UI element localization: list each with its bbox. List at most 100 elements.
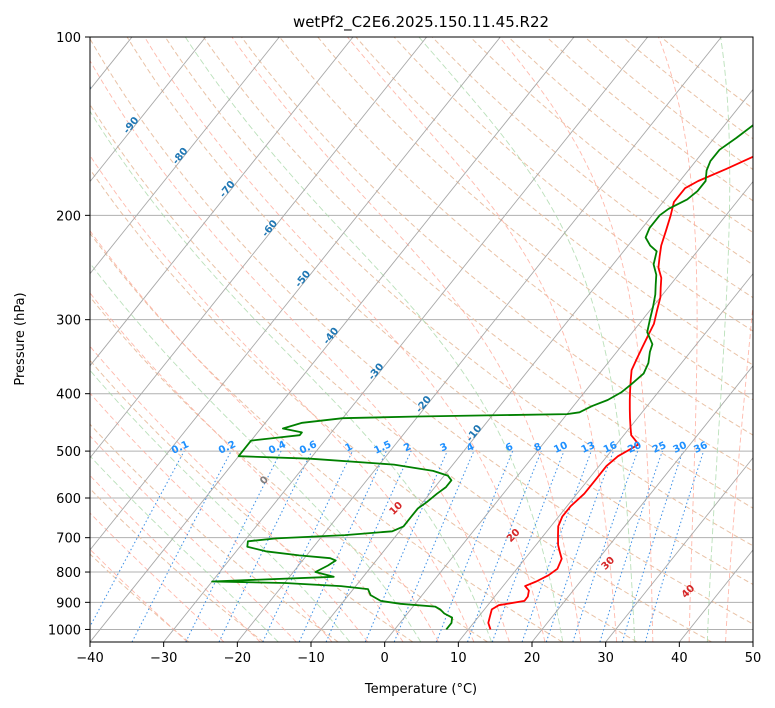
x-tick-label: −10	[297, 651, 324, 666]
dry-adiabat-line	[90, 423, 339, 642]
x-tick-label: −20	[224, 651, 251, 666]
dry-adiabat-line	[90, 296, 488, 642]
moist-adiabat-line	[184, 37, 564, 642]
dry-adiabat-line	[90, 359, 414, 642]
dry-adiabat-line	[622, 37, 753, 140]
moist-adiabat-line	[90, 110, 493, 642]
dry-adiabat-line	[584, 37, 753, 171]
dry-adiabat-line	[317, 37, 753, 401]
x-tick-label: 30	[597, 651, 614, 666]
dry-adiabat-line	[164, 37, 753, 547]
isotherm-line	[531, 365, 753, 642]
y-tick-label: 300	[56, 314, 81, 329]
isotherm-line	[236, 37, 722, 642]
y-tick-label: 900	[56, 596, 81, 611]
isotherm-line	[163, 37, 649, 642]
moist-adiabat-line	[90, 369, 351, 642]
isotherm-line	[90, 37, 428, 459]
dry-adiabat-line	[90, 168, 638, 642]
moist-adiabat-line	[90, 292, 404, 642]
x-tick-label: −30	[150, 651, 177, 666]
dry-adiabat-line	[90, 103, 712, 642]
dry-adiabat-line	[279, 37, 753, 436]
moist-adiabat-line	[90, 474, 261, 642]
mixing-ratio-line	[90, 450, 185, 628]
x-axis-label: Temperature (°C)	[364, 682, 477, 697]
mixing-ratio-label: 30	[671, 440, 688, 456]
moist-adiabat-line	[725, 300, 753, 642]
isotherm-line	[384, 180, 753, 642]
moist-adiabat-line	[90, 59, 510, 642]
isotherm-line	[310, 88, 753, 642]
mixing-ratio-label: 6	[504, 441, 515, 454]
y-tick-label: 400	[56, 388, 81, 403]
mixing-ratio-line	[325, 450, 412, 642]
y-tick-label: 1000	[48, 623, 81, 638]
moist-adiabat-line	[418, 37, 636, 642]
moist-adiabat-line	[706, 37, 731, 642]
moist-adiabat-line	[90, 154, 475, 642]
moist-adiabat-line	[658, 37, 698, 642]
mixing-ratio-label: 2	[402, 441, 413, 454]
dry-adiabat-line	[393, 37, 753, 332]
mixing-ratio-label: 20	[626, 440, 643, 456]
mixing-ratio-label: 13	[580, 440, 597, 456]
plot-frame	[89, 36, 754, 643]
chart-title: wetPf2_C2E6.2025.150.11.45.R22	[293, 13, 549, 32]
moist-adiabat-line	[231, 37, 582, 642]
x-tick-label: 50	[745, 651, 762, 666]
isotherm-line	[605, 457, 753, 642]
mixing-ratio-line	[521, 450, 592, 642]
isotherm-line	[90, 37, 501, 551]
y-tick-label: 700	[56, 532, 81, 547]
mixing-ratio-line	[572, 450, 639, 642]
dry-adiabat-line	[202, 37, 753, 509]
moist-adiabat-line	[499, 37, 654, 642]
y-tick-label: 500	[56, 445, 81, 460]
mixing-ratio-label: 8	[533, 441, 544, 454]
moist-adiabat-line	[144, 37, 546, 642]
dry-adiabat-line	[469, 37, 753, 266]
x-tick-label: 20	[524, 651, 541, 666]
x-tick-label: 40	[671, 651, 688, 666]
y-tick-label: 800	[56, 566, 81, 581]
mixing-ratio-line	[621, 450, 684, 642]
mixing-ratio-line	[599, 450, 663, 642]
mixing-ratio-label: 36	[692, 440, 709, 456]
mixing-ratio-label: 3	[438, 441, 449, 454]
mixing-ratio-line	[262, 450, 353, 642]
x-tick-label: 0	[381, 651, 389, 666]
isotherm-line	[90, 37, 207, 183]
mixing-ratio-line	[393, 450, 475, 642]
isotherm-line	[457, 272, 753, 642]
x-tick-label: −40	[76, 651, 103, 666]
isotherm-line	[90, 37, 280, 275]
dry-adiabat-line	[90, 487, 264, 642]
temperature-profile-line	[487, 155, 753, 630]
mixing-ratio-label: 25	[651, 440, 668, 456]
dry-adiabat-line	[546, 37, 753, 202]
dewpoint-profile-line	[211, 124, 753, 630]
dry-adiabat-line	[90, 37, 753, 625]
moist-adiabat-line	[90, 262, 422, 642]
y-tick-label: 200	[56, 209, 81, 224]
dry-adiabat-line	[126, 37, 753, 585]
mixing-ratio-line	[298, 450, 387, 642]
x-tick-label: 10	[450, 651, 467, 666]
y-tick-label: 100	[56, 31, 81, 46]
y-axis-label: Pressure (hPa)	[13, 292, 28, 385]
isotherm-line	[90, 37, 354, 367]
moist-adiabat-line	[90, 230, 439, 642]
mixing-ratio-label: 16	[602, 440, 619, 456]
mixing-ratio-line	[545, 450, 614, 642]
mixing-ratio-label: 10	[552, 440, 569, 456]
moist-adiabat-line	[90, 512, 225, 642]
mixing-ratio-line	[364, 450, 448, 642]
mixing-ratio-label: 4	[465, 441, 476, 454]
mixing-ratio-line	[218, 450, 313, 642]
mixing-ratio-label: 1	[344, 441, 355, 454]
y-tick-label: 600	[56, 492, 81, 507]
isotherm-line	[90, 37, 575, 642]
mixing-ratio-line	[644, 450, 705, 642]
